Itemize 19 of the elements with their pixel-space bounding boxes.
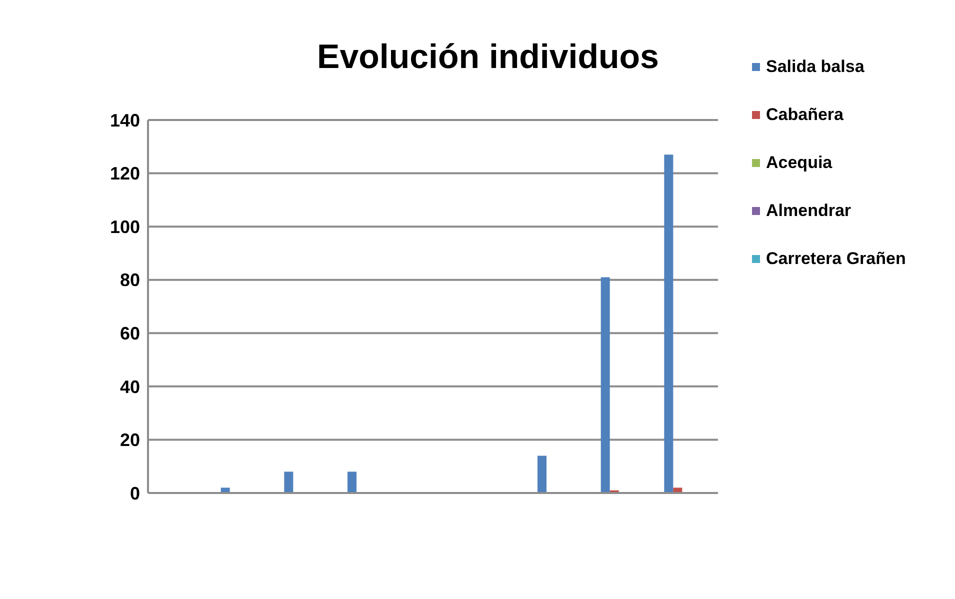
bar [664, 154, 674, 493]
y-tick-label: 60 [120, 324, 140, 344]
bar [284, 472, 294, 493]
y-tick-label: 140 [110, 110, 140, 130]
legend-label: Almendrar [766, 201, 852, 221]
y-tick-label: 80 [120, 270, 140, 290]
legend-label: Carretera Grañen [766, 249, 906, 269]
y-tick-label: 120 [110, 164, 140, 184]
legend-label: Cabañera [766, 105, 844, 125]
chart-title: Evolución individuos [317, 38, 659, 76]
y-tick-label: 40 [120, 376, 140, 397]
bar [348, 472, 356, 493]
bar [600, 277, 610, 493]
legend-label: Acequia [766, 153, 832, 173]
bar [538, 456, 546, 493]
y-tick-label: 20 [120, 430, 140, 450]
y-tick-label: 0 [130, 483, 140, 504]
y-tick-label: 100 [110, 216, 140, 237]
legend-label: Salida balsa [766, 57, 864, 77]
